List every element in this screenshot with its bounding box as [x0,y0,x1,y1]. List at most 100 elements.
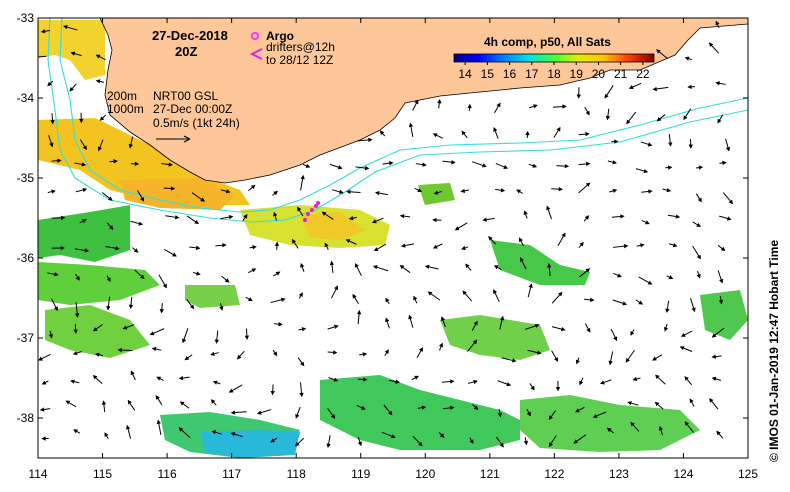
current-vector-head [427,291,433,296]
current-vector-head [117,347,122,353]
y-tick-label: -34 [17,91,35,105]
current-vector-head [326,443,331,449]
colorbar-tick-label: 14 [458,67,472,81]
current-vector-head [684,421,689,426]
current-vector-head [53,306,58,312]
current-vector-head [605,115,611,121]
current-vector-head [606,427,612,432]
current-vector-head [222,243,227,248]
y-tick-label: -33 [17,11,35,25]
current-vector-head [717,118,722,124]
drifter-position [314,204,318,208]
current-vector-head [372,265,378,270]
current-vector-head [612,160,617,165]
current-vector-head [174,215,180,220]
current-vector-head [389,161,394,166]
isobath-1000m [47,18,748,223]
current-vector-head [361,405,366,410]
current-vector-head [675,214,681,219]
colorbar-tick-label: 15 [481,67,495,81]
current-vector-head [138,221,144,226]
current-vector-head [658,425,664,431]
current-vector-head [534,323,540,328]
current-vector-head [230,432,236,437]
current-vector-head [589,297,595,303]
current-vector-head [573,439,579,444]
current-vector-head [440,316,446,322]
current-vector-head [299,392,304,398]
current-vector-head [214,339,219,344]
argo-legend: Argo [250,29,294,43]
current-vector-head [720,246,726,252]
current-vector-head [473,320,478,326]
current-vector-head [69,87,74,92]
current-vector-head [224,278,230,283]
current-vector-head [252,245,257,250]
current-vector-head [182,338,187,344]
current-vector-head [506,382,512,387]
x-tick-label: 122 [544,467,564,481]
current-vector-head [469,439,474,445]
current-vector-head [584,215,590,220]
current-vector-head [300,262,305,268]
current-vector-head [579,380,584,386]
current-vector-head [95,79,101,84]
current-vector-head [155,394,160,400]
current-vector-head [647,280,653,285]
current-vector-head [500,188,506,193]
current-vector-head [230,410,236,415]
current-vector-head [332,350,338,355]
current-vector-head [554,357,559,362]
current-vector-head [627,401,632,406]
colorbar-tick-label: 19 [570,67,584,81]
current-vector-head [417,188,423,192]
isobath-200m-label: 200m [107,89,137,103]
colorbar: 4h comp, p50, All Sats 14 15 16 17 18 19 20 21 2… [453,35,655,81]
colorbar-tick-label: 16 [503,67,517,81]
current-vector-head [579,241,584,247]
current-vector-head [354,263,359,268]
current-vector-head [716,430,721,436]
current-vector-head [511,358,517,363]
colorbar-tick-label: 21 [614,67,628,81]
current-vector-head [668,142,673,147]
current-vector-head [547,263,552,268]
current-vector-head [48,334,54,339]
current-vector-head [295,413,300,419]
current-vector-head [170,186,176,191]
current-vector-head [256,410,262,415]
current-vector-head [655,374,660,380]
current-vector-head [526,411,531,417]
current-vector-head [212,380,218,385]
x-tick-label: 115 [93,467,112,481]
plot-frame [37,17,749,459]
current-vector-head [149,331,155,336]
current-vector-head [291,238,297,244]
drifter-position [310,208,314,212]
current-vector-head [178,427,184,432]
current-vector-head [92,374,98,380]
current-vector-head [419,347,423,352]
current-vector-head [195,245,201,250]
drifter-position [306,212,310,216]
current-vector-head [73,329,78,334]
current-vector-head [586,161,591,167]
current-vector-head [82,187,88,193]
current-vector-head [555,386,561,392]
current-vector-head [697,197,702,203]
sst-patch-green [440,315,550,360]
current-vector-head [236,354,242,360]
current-vector-head [493,127,498,132]
current-vector-head [643,168,649,174]
current-vector-head [585,110,590,116]
current-vector-head [399,213,405,219]
scale-label: 0.5m/s (1kt 24h) [153,116,240,130]
current-vector-head [711,354,717,359]
current-vector-head [324,242,329,248]
sst-patch-green [320,375,520,450]
current-vector-head [305,163,311,168]
current-vector-head [560,326,566,332]
current-vector-head [73,429,78,434]
sst-patches [38,20,748,458]
current-vector-head [680,332,686,337]
